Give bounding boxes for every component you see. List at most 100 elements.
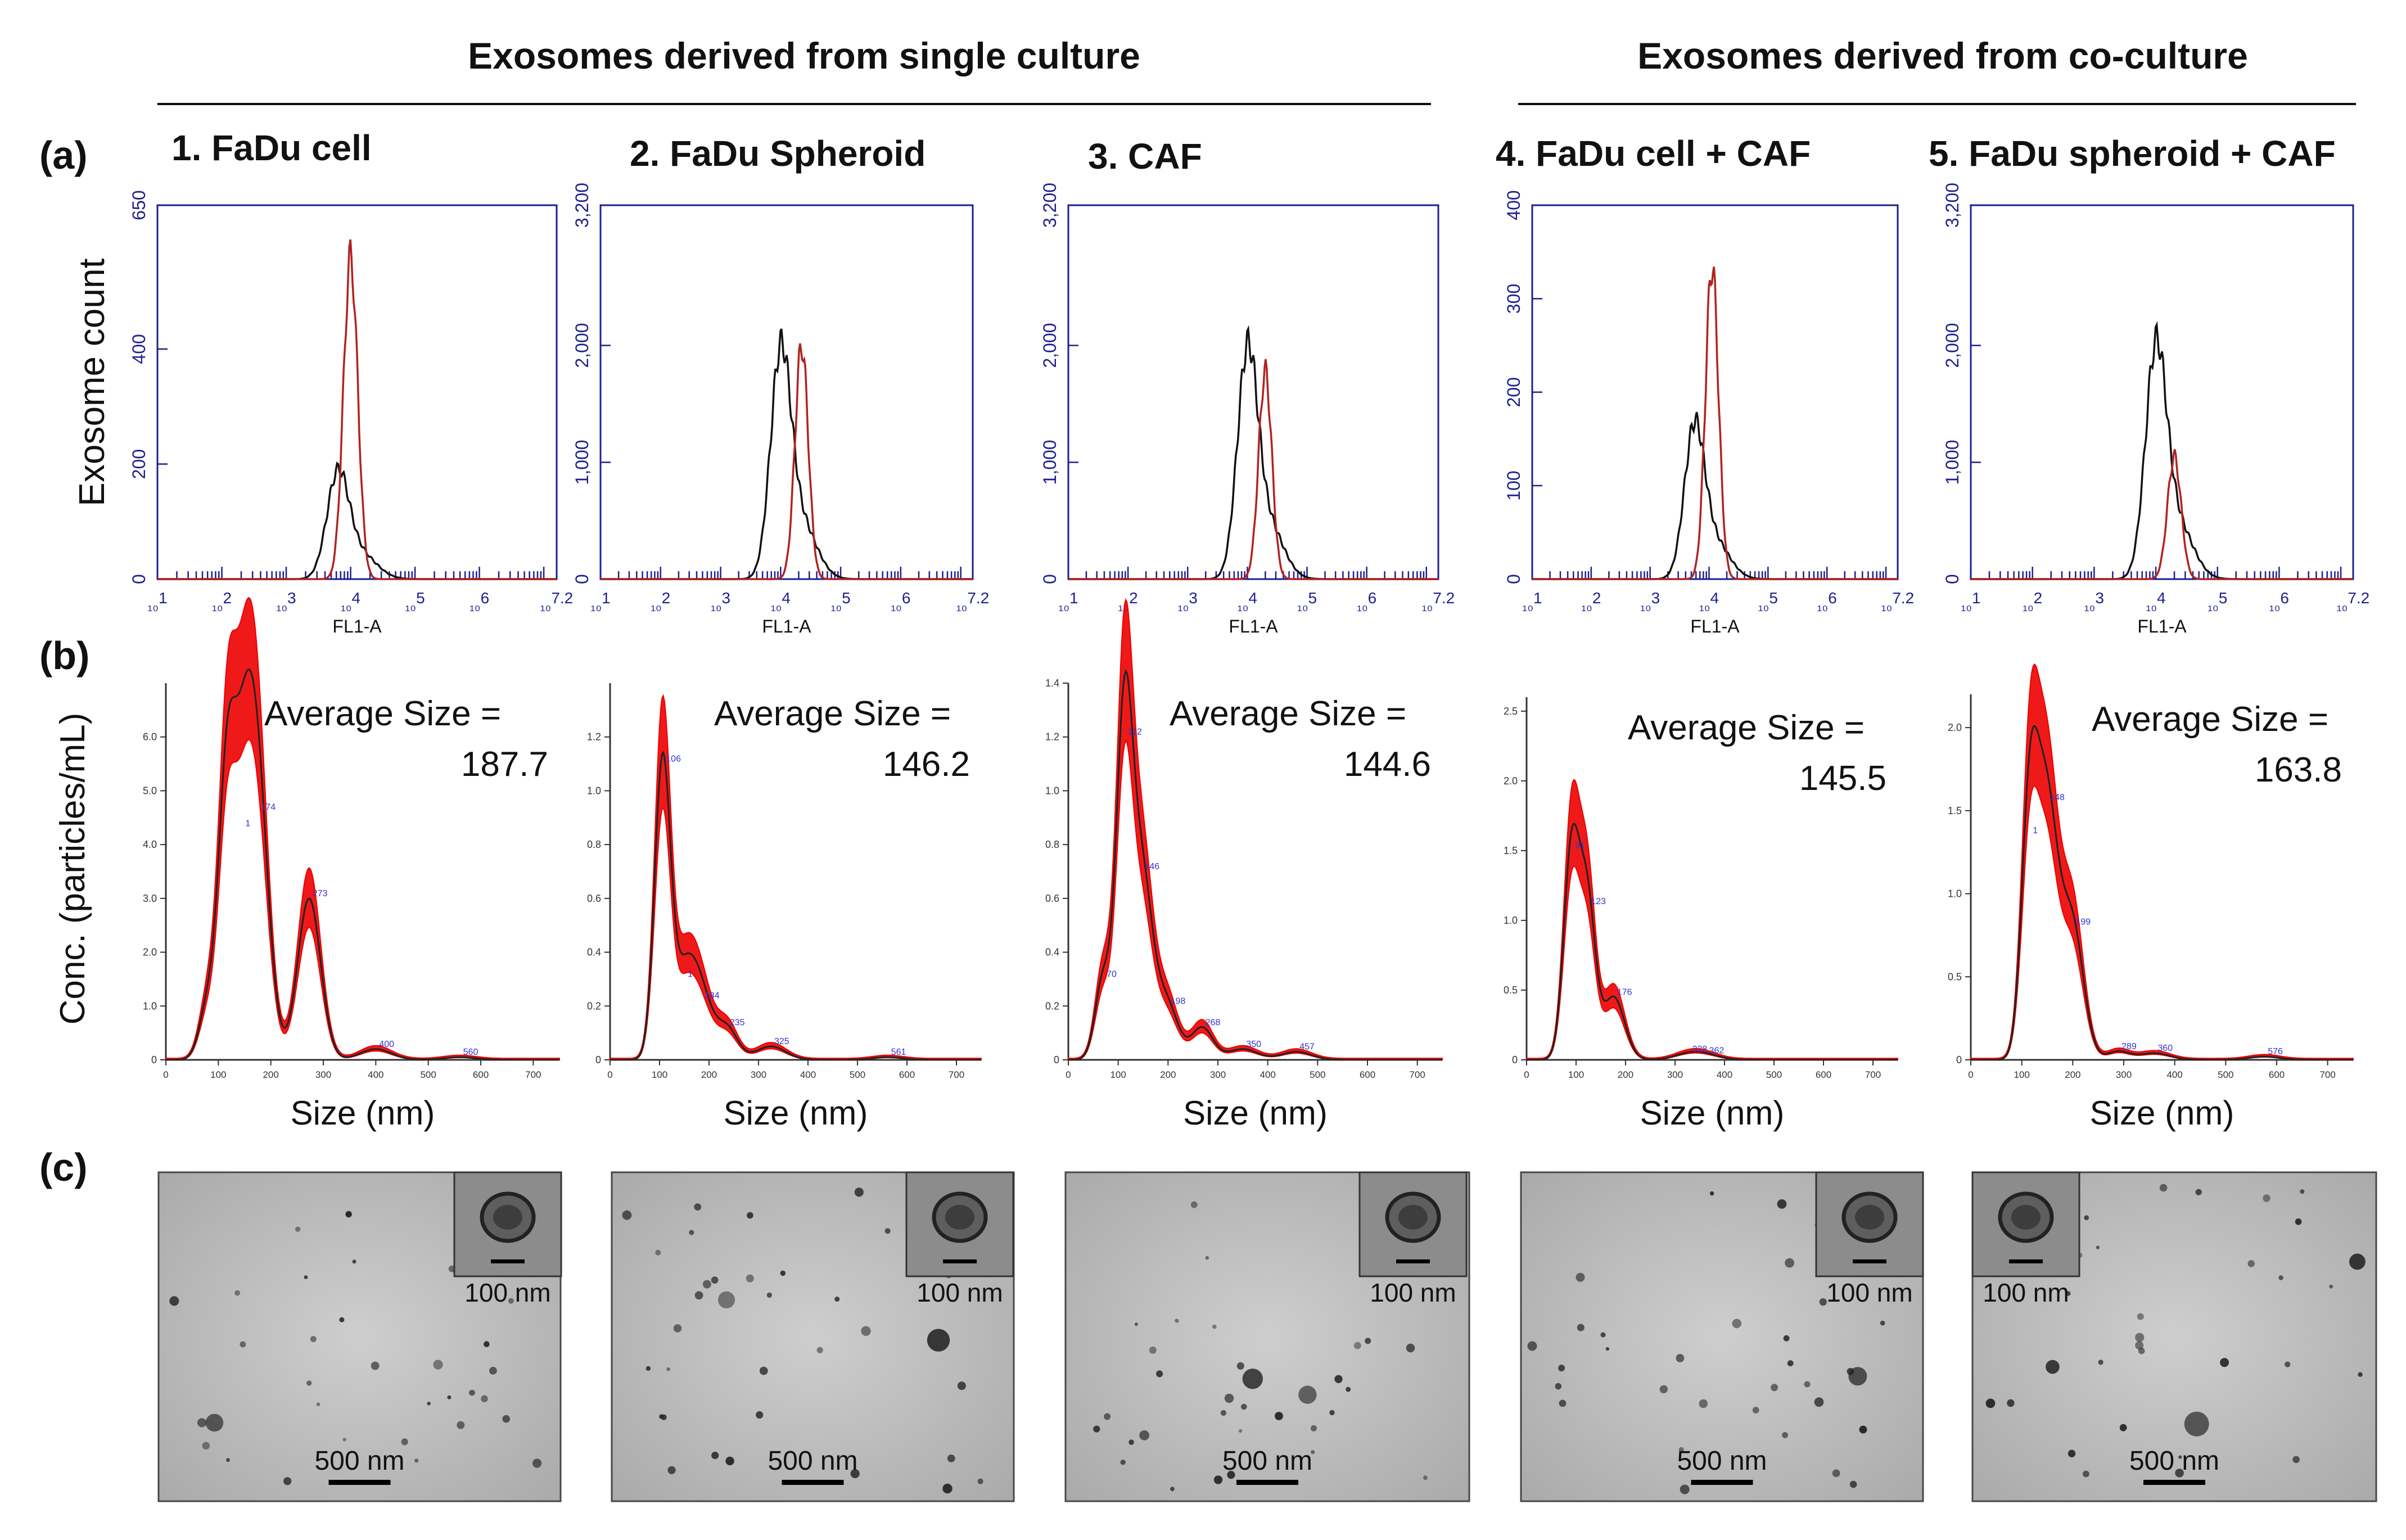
tem-particle [1527,1341,1537,1351]
tem-particle [2292,1456,2300,1464]
x-tick-label: 200 [263,1069,278,1080]
x-tick-label: ₁₀1 [147,589,167,613]
tem-particle [1804,1381,1811,1388]
tem-particle [2175,1469,2184,1478]
tem-particle [401,1438,408,1446]
y-tick-label: 0.4 [1045,947,1059,958]
x-tick-exponent: 3 [1651,589,1660,607]
tem-particle [666,1367,670,1371]
tem-particle [854,1187,864,1197]
exosome-core [945,1205,974,1230]
x-tick-label: 200 [1160,1069,1176,1080]
x-tick-label: ₁₀4 [771,589,791,613]
x-tick-exponent: 1 [159,589,168,607]
tem-inset-scale-bar [1396,1259,1430,1263]
y-tick-label: 1,000 [572,440,592,485]
tem-particle [2329,1284,2333,1289]
x-tick-label: 100 [1568,1069,1584,1080]
tem-particle [316,1402,321,1406]
flow-panel-3: ₁₀1 ₁₀2 ₁₀3 ₁₀4 ₁₀5 ₁₀6 ₁₀7.2FL1-A01,0002,0003… [1040,183,1455,636]
tem-particle [2247,1260,2255,1267]
tem-particle [659,1414,664,1419]
x-tick-exponent: 1 [1069,589,1078,607]
tem-particle [1227,1471,1235,1479]
y-tick-label: 6.0 [143,731,157,743]
nta-peak-label: 325 [774,1037,789,1046]
x-tick-label: 500 [850,1069,865,1080]
x-tick-label: ₁₀7.2 [956,589,990,613]
nta-peak-label: 91 [1575,841,1585,851]
tem-particle [1093,1425,1100,1433]
x-tick-label: ₁₀6 [891,589,910,613]
tem-particle [508,1298,514,1304]
tem-particle [747,1212,753,1219]
avg-size-label: Average Size = [2092,700,2328,739]
tem-scale-label: 500 nm [1222,1446,1312,1476]
tem-particle [711,1276,719,1284]
x-tick-label: 300 [315,1069,331,1080]
tem-scale-label: 500 nm [1677,1446,1767,1476]
flow-plot-frame [1970,204,2354,580]
y-tick-label: 300 [1504,284,1524,314]
x-tick-exponent: 7.2 [2348,589,2369,607]
tem-particle [1699,1399,1708,1408]
nta-peak-label: 148 [2050,793,2065,802]
x-tick-exponent: 1 [602,589,611,607]
tem-particle [2046,1360,2060,1374]
sample-histogram-line [601,343,973,580]
x-tick-label: ₁₀1 [1961,589,1980,613]
tem-particle [689,1230,694,1235]
y-tick-label: 2,000 [1040,323,1060,368]
y-tick-label: 1.0 [1504,915,1518,926]
tem-particle [2135,1341,2144,1350]
nta-peak-label: 198 [1171,996,1186,1006]
sample-histogram-line [1971,449,2353,580]
tem-particle [780,1270,786,1276]
x-tick-label: ₁₀2 [212,589,232,613]
tem-particle [1859,1425,1867,1434]
tem-particle [1220,1410,1226,1416]
y-tick-label: 0 [1942,574,1962,584]
tem-particle [169,1296,179,1306]
panel-title-3: 3. CAF [1088,136,1202,177]
x-tick-label: 300 [1667,1069,1683,1080]
x-tick-label: ₁₀5 [1758,589,1778,613]
x-tick-label: ₁₀7.2 [1422,589,1455,613]
y-tick-label: 0 [572,574,592,584]
tem-particle [2065,1291,2071,1296]
x-tick-label: ₁₀2 [2023,589,2042,613]
tem-particle [2278,1275,2283,1280]
tem-particle [1678,1447,1684,1452]
exosome-core [2011,1205,2041,1230]
x-tick-label: 600 [473,1069,489,1080]
tem-particle [1275,1412,1283,1420]
tem-particle [1849,1480,1857,1488]
tem-particle [1880,1320,1885,1326]
tem-inset-scale-bar [1853,1259,1886,1263]
tem-particle [1149,1346,1157,1354]
tem-scale-label: 500 nm [2129,1446,2219,1476]
tem-particle [850,1469,860,1479]
flow-plot-frame [156,204,558,580]
nta-peak-label: 360 [2157,1044,2173,1053]
tem-particle [717,1291,735,1308]
tem-particle [1559,1399,1567,1407]
tem-scale-bar [2143,1480,2205,1485]
y-tick-label: 650 [129,190,149,220]
tem-particle [645,1366,651,1371]
tem-particle [957,1381,966,1390]
tem-particle [1134,1322,1138,1326]
flow-x-axis-title: FL1-A [762,616,811,636]
tem-particle [1139,1430,1149,1440]
x-tick-exponent: 1 [1972,589,1981,607]
x-tick-exponent: 3 [2095,589,2104,607]
y-tick-label: 400 [1504,190,1524,220]
flow-y-axis-title: Exosome count [71,258,112,506]
tem-particle [759,1366,768,1375]
tem-particle [484,1341,490,1347]
exosome-core [1855,1205,1884,1230]
flow-panel-4: ₁₀1 ₁₀2 ₁₀3 ₁₀4 ₁₀5 ₁₀6 ₁₀7.2 FL1-A 0 100 200 300 40… [1504,190,1914,636]
x-tick-label: 0 [1066,1069,1071,1080]
tem-particle [1814,1397,1824,1407]
y-tick-label: 0.5 [1504,984,1518,996]
